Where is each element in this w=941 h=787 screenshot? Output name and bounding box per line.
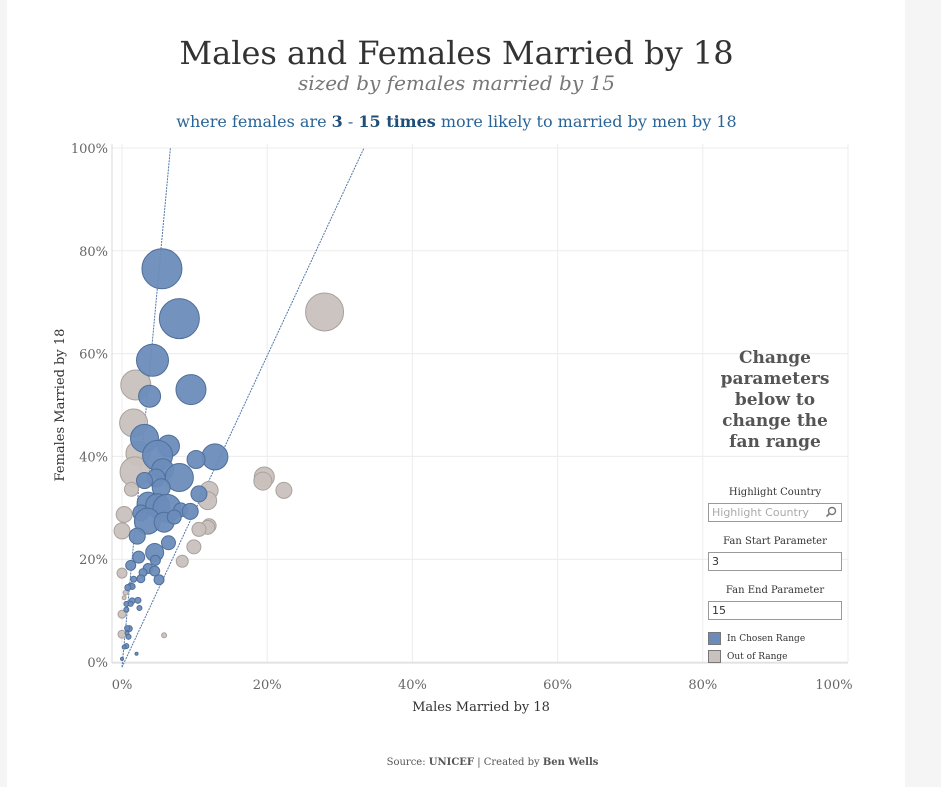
source-credit: Source: UNICEF | Created by Ben Wells bbox=[0, 757, 941, 768]
y-axis-title: Females Married by 18 bbox=[53, 329, 68, 482]
point-out-of-range[interactable] bbox=[117, 609, 127, 619]
range-end: 15 times bbox=[358, 112, 436, 131]
point-in-range[interactable] bbox=[181, 502, 199, 520]
y-tick-label: 100% bbox=[71, 142, 108, 157]
highlight-country-placeholder: Highlight Country bbox=[712, 506, 809, 519]
legend-swatch-out-of-range bbox=[708, 650, 721, 663]
highlight-country-label: Highlight Country bbox=[728, 487, 822, 498]
source-name[interactable]: UNICEF bbox=[428, 757, 475, 768]
point-in-range[interactable] bbox=[175, 374, 207, 406]
point-in-range[interactable] bbox=[158, 298, 200, 340]
point-in-range[interactable] bbox=[130, 575, 138, 583]
point-in-range[interactable] bbox=[125, 633, 132, 640]
chart-title: Males and Females Married by 18 bbox=[179, 34, 734, 72]
point-out-of-range[interactable] bbox=[275, 481, 293, 499]
y-tick-label: 0% bbox=[87, 656, 108, 671]
point-out-of-range[interactable] bbox=[175, 554, 189, 568]
source-sep: | Created by bbox=[474, 757, 543, 768]
x-tick-label: 20% bbox=[253, 678, 282, 693]
range-prefix: where females are bbox=[176, 112, 332, 131]
point-in-range[interactable] bbox=[128, 527, 146, 545]
x-tick-label: 80% bbox=[688, 678, 717, 693]
point-in-range[interactable] bbox=[201, 443, 229, 471]
point-in-range[interactable] bbox=[141, 248, 183, 290]
point-out-of-range[interactable] bbox=[161, 632, 168, 639]
legend-label-in-range: In Chosen Range bbox=[727, 633, 806, 644]
range-start: 3 bbox=[331, 112, 343, 131]
point-out-of-range[interactable] bbox=[113, 522, 131, 540]
axes bbox=[111, 144, 848, 664]
range-suffix: more likely to married by men by 18 bbox=[435, 112, 737, 131]
point-in-range[interactable] bbox=[121, 644, 127, 650]
point-in-range[interactable] bbox=[153, 574, 165, 586]
fan-line bbox=[121, 147, 365, 668]
grid-lines bbox=[112, 144, 849, 663]
legend-item-out-of-range[interactable]: Out of Range bbox=[708, 650, 842, 663]
author-name[interactable]: Ben Wells bbox=[542, 757, 599, 768]
fan-start-input[interactable]: 3 bbox=[708, 552, 842, 571]
point-out-of-range[interactable] bbox=[305, 292, 345, 332]
y-tick-label: 60% bbox=[79, 348, 108, 363]
point-in-range[interactable] bbox=[149, 565, 161, 577]
point-in-range[interactable] bbox=[160, 535, 176, 551]
point-in-range[interactable] bbox=[134, 651, 139, 656]
point-in-range[interactable] bbox=[190, 485, 208, 503]
point-in-range[interactable] bbox=[125, 559, 137, 571]
y-tick-label: 80% bbox=[79, 245, 108, 260]
point-in-range[interactable] bbox=[124, 583, 132, 591]
point-in-range[interactable] bbox=[135, 343, 169, 377]
point-in-range[interactable] bbox=[166, 509, 182, 525]
point-out-of-range[interactable] bbox=[117, 629, 127, 639]
point-in-range[interactable] bbox=[124, 625, 131, 632]
x-axis-title: Males Married by 18 bbox=[412, 700, 550, 715]
point-out-of-range[interactable] bbox=[121, 595, 127, 601]
point-in-range[interactable] bbox=[138, 384, 162, 408]
data-points[interactable] bbox=[113, 248, 345, 661]
range-description: where females are 3 - 15 times more like… bbox=[0, 112, 913, 131]
x-tick-label: 100% bbox=[815, 678, 852, 693]
point-in-range[interactable] bbox=[136, 574, 146, 584]
point-in-range[interactable] bbox=[127, 600, 134, 607]
source-prefix: Source: bbox=[386, 757, 429, 768]
fan-end-input[interactable]: 15 bbox=[708, 601, 842, 620]
point-out-of-range[interactable] bbox=[253, 471, 273, 491]
range-dash: - bbox=[342, 112, 359, 131]
legend: In Chosen Range Out of Range bbox=[708, 632, 842, 663]
chart-subtitle: sized by females married by 15 bbox=[298, 71, 615, 95]
highlight-country-input[interactable]: Highlight Country bbox=[708, 503, 842, 522]
legend-swatch-in-range bbox=[708, 632, 721, 645]
y-tick-label: 20% bbox=[79, 553, 108, 568]
point-in-range[interactable] bbox=[186, 449, 206, 469]
parameter-panel: Change parameters below to change the fa… bbox=[708, 348, 842, 668]
tick-labels: 0% 0% 20% 20% 40% 40% 60% 60% 80% 80% 100% 100% bbox=[71, 142, 853, 693]
panel-heading: Change parameters below to change the fa… bbox=[720, 348, 830, 452]
legend-label-out-of-range: Out of Range bbox=[727, 651, 788, 662]
point-out-of-range[interactable] bbox=[115, 505, 133, 523]
search-icon[interactable] bbox=[825, 506, 837, 518]
fan-end-label: Fan End Parameter bbox=[725, 585, 825, 596]
point-in-range[interactable] bbox=[134, 596, 142, 604]
point-out-of-range[interactable] bbox=[116, 567, 128, 579]
legend-item-in-range[interactable]: In Chosen Range bbox=[708, 632, 842, 645]
point-in-range[interactable] bbox=[149, 554, 161, 566]
point-in-range[interactable] bbox=[123, 606, 130, 613]
point-out-of-range[interactable] bbox=[186, 539, 202, 555]
point-out-of-range[interactable] bbox=[191, 521, 207, 537]
y-tick-label: 40% bbox=[79, 450, 108, 465]
fan-start-label: Fan Start Parameter bbox=[723, 536, 827, 547]
x-tick-label: 60% bbox=[543, 678, 572, 693]
fan-lines bbox=[121, 147, 365, 668]
point-in-range[interactable] bbox=[136, 605, 143, 612]
x-tick-label: 40% bbox=[398, 678, 427, 693]
point-in-range[interactable] bbox=[136, 472, 154, 490]
point-out-of-range[interactable] bbox=[123, 481, 139, 497]
point-in-range[interactable] bbox=[132, 550, 146, 564]
point-in-range[interactable] bbox=[120, 656, 124, 661]
x-tick-label: 0% bbox=[112, 678, 133, 693]
